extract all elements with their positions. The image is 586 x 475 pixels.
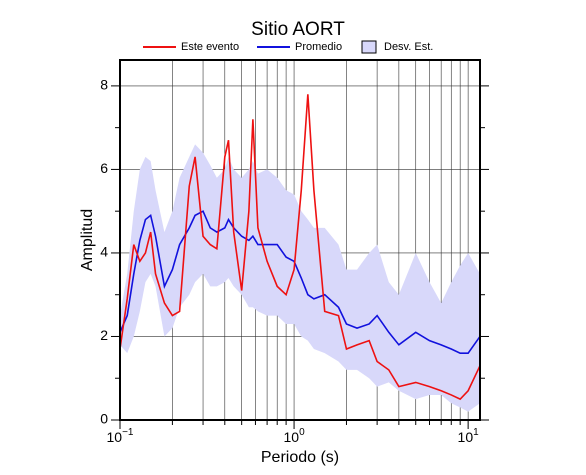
y-tick-label: 4 bbox=[100, 244, 108, 260]
x-tick-label: 100 bbox=[283, 427, 305, 445]
legend-label: Desv. Est. bbox=[384, 41, 433, 53]
y-axis-label: Amplitud bbox=[79, 209, 96, 271]
x-tick-base: 10 bbox=[458, 429, 474, 445]
legend-label: Este evento bbox=[181, 41, 239, 53]
y-tick-label: 8 bbox=[100, 77, 108, 93]
y-tick-label: 6 bbox=[100, 160, 108, 176]
x-axis-label: Periodo (s) bbox=[261, 449, 339, 466]
legend-swatch bbox=[361, 40, 377, 54]
x-tick-exponent: 0 bbox=[299, 427, 305, 438]
x-tick-exponent: 1 bbox=[473, 427, 479, 438]
x-tick-label: 10−1 bbox=[107, 427, 134, 445]
chart-title: Sitio AORT bbox=[251, 19, 345, 40]
y-tick-label: 0 bbox=[100, 411, 108, 427]
x-tick-exponent: −1 bbox=[122, 427, 134, 438]
std-band bbox=[120, 144, 480, 412]
y-tick-label: 2 bbox=[100, 327, 108, 343]
legend-label: Promedio bbox=[295, 41, 342, 53]
series-line bbox=[119, 94, 481, 401]
x-tick-base: 10 bbox=[107, 429, 123, 445]
plot-frame bbox=[119, 59, 481, 421]
x-tick-base: 10 bbox=[283, 429, 299, 445]
x-tick-label: 101 bbox=[458, 427, 480, 445]
